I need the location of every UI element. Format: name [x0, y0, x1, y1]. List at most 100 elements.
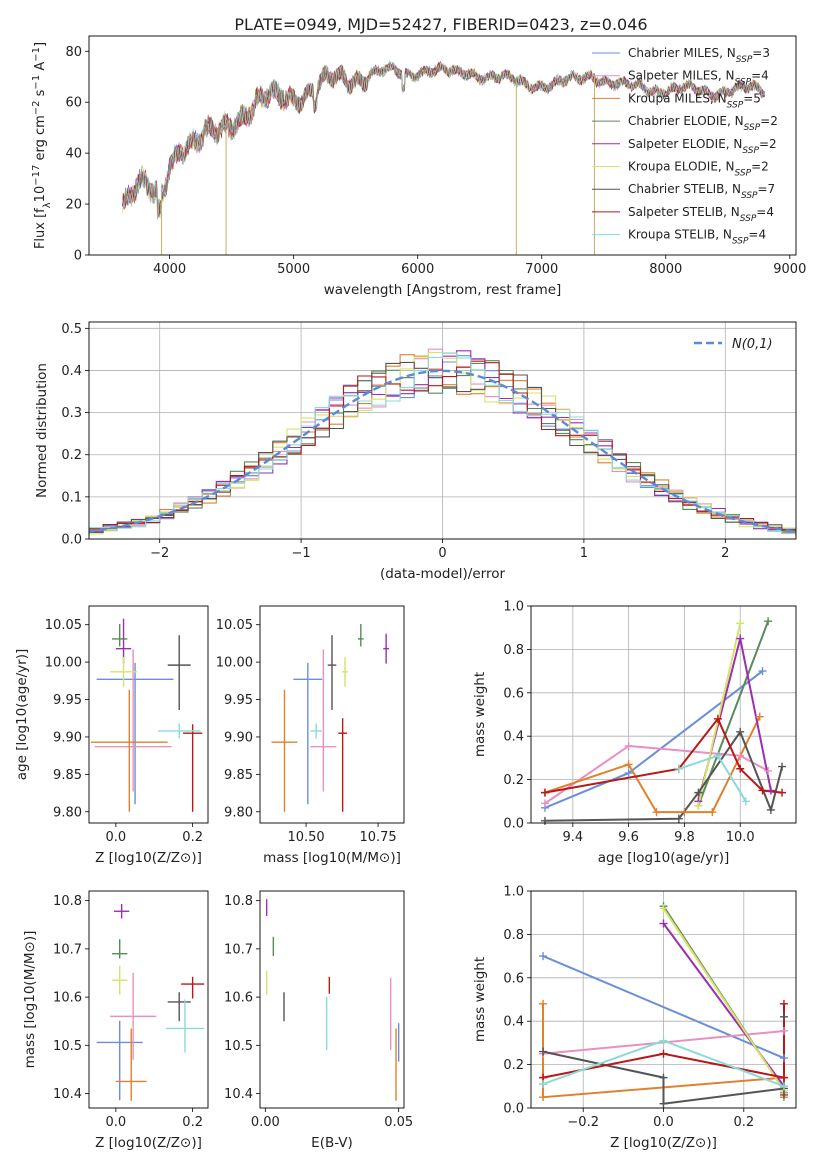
legend-label: Chabrier STELIB, NSSP=7: [628, 182, 775, 201]
weight-marker: [659, 904, 668, 913]
y-tick-label: 10.6: [224, 991, 253, 1006]
legend-label: Salpeter MILES, NSSP=4: [628, 69, 769, 88]
weight-marker: [736, 634, 745, 643]
weight-line-7: [542, 1003, 785, 1079]
legend-label: Salpeter STELIB, NSSP=4: [628, 205, 774, 224]
legend-label: N(0,1): [732, 337, 773, 352]
weight-marker: [624, 741, 633, 750]
y-tick-label: 10.00: [216, 656, 253, 671]
weight-marker: [539, 1047, 548, 1056]
y-axis-label: Normed distribution: [34, 363, 50, 498]
weight-marker: [736, 764, 745, 773]
weight-marker: [779, 1090, 788, 1099]
y-tick-label: 0.4: [503, 1015, 524, 1030]
weight-marker: [624, 769, 633, 778]
weight-marker: [779, 1073, 788, 1082]
weight-marker: [764, 617, 773, 626]
x-axis-label: mass [log10(M/M⊙)]: [263, 850, 401, 866]
x-tick-label: 9000: [773, 262, 806, 277]
weight-marker: [540, 788, 549, 797]
y-tick-label: 10.00: [45, 656, 82, 671]
axes-frame: [88, 321, 797, 540]
legend-label-text: Salpeter STELIB, N: [628, 205, 740, 219]
legend-label: Salpeter ELODIE, NSSP=2: [628, 137, 777, 156]
weight-marker: [659, 1036, 668, 1045]
y-tick-label: 10.5: [53, 1039, 82, 1054]
weight-marker: [659, 919, 668, 928]
weight-marker: [539, 1080, 548, 1089]
legend-label-count: =4: [751, 69, 769, 83]
weight-marker: [755, 712, 764, 721]
weight-marker: [736, 619, 745, 628]
y-tick-label: 0.0: [503, 817, 524, 832]
y-tick-label: 10.05: [45, 618, 82, 633]
x-tick-label: 8000: [649, 262, 682, 277]
x-tick-label: 5000: [277, 262, 310, 277]
x-tick-label: 0: [438, 546, 446, 561]
y-axis-label-part: λ: [42, 202, 53, 208]
legend-label-text: Chabrier MILES, N: [628, 46, 736, 60]
legend-label-sub: SSP: [736, 55, 753, 65]
y-tick-label: 0.8: [503, 928, 524, 943]
weight-marker: [766, 786, 775, 795]
weight-marker: [539, 1093, 548, 1102]
legend-label-count: =5: [743, 91, 761, 105]
weight-marker: [694, 801, 703, 810]
y-tick-label: 9.90: [224, 730, 253, 745]
legend-label-sub: SSP: [732, 237, 749, 247]
y-axis-label: mass weight: [472, 672, 488, 757]
spectrum-line-8: [122, 60, 765, 220]
weight-marker: [540, 816, 549, 825]
x-tick-label: 9.4: [562, 830, 583, 845]
legend-label-text: Salpeter ELODIE, N: [628, 137, 742, 151]
y-tick-label: 0.6: [503, 971, 524, 986]
weight-marker: [736, 727, 745, 736]
y-axis-label-part: −1: [31, 47, 42, 62]
x-tick-label: −1: [292, 546, 311, 561]
weight-marker: [708, 808, 717, 817]
weight-marker: [652, 808, 661, 817]
plot-area: [265, 899, 400, 1101]
y-tick-label: 9.95: [53, 693, 82, 708]
x-tick-label: 9.6: [618, 830, 639, 845]
y-tick-label: 0.3: [61, 406, 82, 421]
weight-line-5: [697, 623, 742, 806]
panel-age-vs-mass: 10.50 10.75 9.80 9.85 9.90 9.95 10.00 10.05 mass…: [216, 605, 405, 866]
weight-marker: [659, 1073, 668, 1082]
axes-frame: [259, 605, 405, 824]
weight-marker: [736, 751, 745, 760]
y-tick-label: 10.05: [216, 618, 253, 633]
panel-weight-vs-age: 9.4 9.6 9.8 10.0 0.0 0.2 0.4 0.6 0.8 1.0 age [log1…: [472, 600, 797, 866]
legend-label-text: Kroupa MILES, N: [628, 91, 727, 105]
weight-marker: [540, 799, 549, 808]
legend-label-text: Salpeter MILES, N: [628, 69, 735, 83]
weight-marker: [766, 805, 775, 814]
y-tick-label: 10.7: [224, 942, 253, 957]
x-tick-label: 0.0: [106, 830, 127, 845]
y-tick-label: 0.2: [61, 448, 82, 463]
legend-label: Chabrier MILES, NSSP=3: [628, 46, 770, 65]
plot-area: [90, 618, 203, 812]
x-tick-label: 0.2: [182, 1115, 203, 1130]
legend-label: Kroupa STELIB, NSSP=4: [628, 228, 766, 247]
legend-label-count: =7: [758, 182, 776, 196]
weight-marker: [741, 797, 750, 806]
normal-curve: [89, 369, 796, 533]
y-tick-label: 0.4: [61, 364, 82, 379]
axes-frame: [88, 605, 209, 824]
y-tick-label: 20: [65, 198, 82, 213]
legend-label-sub: SSP: [744, 123, 761, 133]
y-tick-label: 1.0: [503, 885, 524, 900]
x-tick-label: 0.05: [384, 1115, 413, 1130]
legend-label-text: Kroupa STELIB, N: [628, 228, 732, 242]
weight-marker: [779, 1026, 788, 1035]
panel-age-vs-Z: 0.0 0.2 9.80 9.85 9.90 9.95 10.00 10.05 Z [log10…: [14, 605, 209, 866]
x-axis-label: Z [log10(Z/Z⊙)]: [95, 850, 202, 866]
axes-frame: [88, 35, 797, 256]
weight-line-6: [544, 729, 784, 822]
y-tick-label: 0: [74, 249, 82, 264]
panel-spectrum: 4000 5000 6000 7000 8000 9000 0 20 40 60 80 wavelen…: [31, 35, 806, 298]
y-axis-label-part: ]: [33, 42, 48, 47]
y-tick-label: 9.90: [53, 730, 82, 745]
y-tick-label: 10.7: [53, 942, 82, 957]
